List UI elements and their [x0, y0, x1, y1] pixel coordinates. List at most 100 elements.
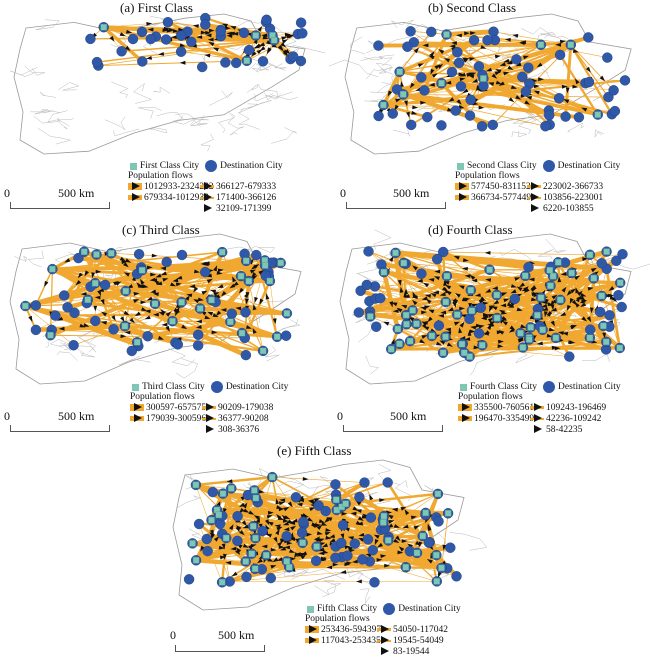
flow-class-entry: 300597-657575 [130, 403, 206, 414]
flow-class-entry: 223002-366733 [527, 182, 603, 193]
flow-arrow-icon [455, 193, 469, 202]
origin-city-label: Fifth Class City [317, 604, 377, 614]
flow-range-label: 223002-366733 [543, 182, 603, 192]
panel-second-class: (b) Second Class Second Class City Destin… [325, 0, 650, 220]
scale-km: 500 km [393, 186, 429, 201]
origin-city-swatch [460, 384, 467, 391]
origin-city-swatch [132, 384, 139, 391]
flow-range-label: 6220-103855 [543, 204, 594, 214]
flow-arrow-icon [455, 182, 469, 191]
flow-range-label: 103856-223001 [543, 193, 603, 203]
flow-arrow-icon [458, 414, 472, 423]
panel-title: (b) Second Class [428, 0, 516, 16]
legend: Fifth Class City Destination City Populat… [305, 603, 495, 657]
destination-city-label: Destination City [226, 382, 289, 392]
scale-bar [343, 425, 443, 432]
flow-class-entry: 196470-335499 [458, 414, 534, 425]
scale-km: 500 km [390, 409, 426, 424]
flow-range-label: 366734-577449 [471, 193, 531, 203]
flow-range-label: 36377-90208 [218, 414, 269, 424]
panel-title: (e) Fifth Class [277, 443, 351, 459]
flow-arrow-icon [530, 403, 544, 412]
legend: Second Class City Destination City Popula… [455, 160, 650, 220]
origin-city-label: Second Class City [467, 161, 537, 171]
origin-city-label: Fourth Class City [470, 382, 537, 392]
scale-bar [175, 645, 265, 652]
flow-arrow-icon [128, 193, 142, 202]
population-flows-title: Population flows [455, 171, 520, 182]
flow-class-entry: 83-19544 [377, 647, 429, 658]
flow-range-label: 196470-335499 [474, 414, 534, 424]
flow-arrow-icon [200, 182, 214, 191]
origin-city-swatch [307, 606, 314, 613]
flow-arrow-icon [377, 636, 391, 645]
destination-city-swatch [211, 381, 223, 393]
flow-class-entry: 32109-171399 [200, 204, 271, 215]
flow-range-label: 109243-196469 [546, 403, 606, 413]
destination-city-label: Destination City [398, 604, 461, 614]
origin-city-label: Third Class City [142, 382, 205, 392]
flow-arrow-icon [200, 193, 214, 202]
flow-arrow-icon [200, 204, 214, 213]
flow-class-entry: 103856-223001 [527, 193, 603, 204]
scale-zero: 0 [337, 409, 343, 424]
scale-zero: 0 [340, 186, 346, 201]
destination-city-swatch [383, 603, 395, 615]
destination-city-label: Destination City [220, 161, 283, 171]
flow-arrow-icon [128, 182, 142, 191]
flow-arrow-icon [458, 403, 472, 412]
flow-arrow-icon [202, 414, 216, 423]
flow-arrow-icon [305, 625, 319, 634]
destination-city-swatch [205, 160, 217, 172]
panel-title: (c) Third Class [122, 222, 200, 238]
population-flows-title: Population flows [305, 614, 370, 625]
scale-km: 500 km [58, 409, 94, 424]
flow-arrow-icon [130, 414, 144, 423]
flow-arrow-icon [530, 414, 544, 423]
flow-range-label: 179039-300596 [146, 414, 206, 424]
scale-bar [10, 425, 110, 432]
flow-range-label: 300597-657575 [146, 403, 206, 413]
flow-class-entry: 6220-103855 [527, 204, 594, 215]
flow-range-label: 58-42235 [546, 425, 582, 435]
flow-range-label: 308-36376 [218, 425, 259, 435]
flow-class-entry: 36377-90208 [202, 414, 269, 425]
flow-class-entry: 335500-760561 [458, 403, 534, 414]
flow-arrow-icon [377, 625, 391, 634]
scale-zero: 0 [4, 409, 10, 424]
flow-range-label: 83-19544 [393, 647, 429, 657]
flow-range-label: 54050-117042 [393, 625, 448, 635]
panel-title: (d) Fourth Class [428, 222, 513, 238]
scale-km: 500 km [218, 628, 254, 643]
scale-bar [346, 202, 446, 209]
flow-range-label: 90209-179038 [218, 403, 273, 413]
flow-range-label: 335500-760561 [474, 403, 534, 413]
destination-city-swatch [543, 160, 555, 172]
flow-class-entry: 117043-253435 [305, 636, 381, 647]
flow-class-entry: 19545-54049 [377, 636, 444, 647]
destination-city-label: Destination City [558, 161, 621, 171]
scale-zero: 0 [4, 186, 10, 201]
legend: Third Class City Destination City Populat… [130, 381, 325, 441]
flow-arrow-icon [527, 204, 541, 213]
population-flows-title: Population flows [128, 171, 193, 182]
flow-range-label: 171400-366126 [216, 193, 276, 203]
scale-km: 500 km [58, 186, 94, 201]
flow-class-entry: 171400-366126 [200, 193, 276, 204]
flow-class-entry: 90209-179038 [202, 403, 273, 414]
population-flows-title: Population flows [458, 392, 523, 403]
flow-range-label: 577450-831152 [471, 182, 531, 192]
panel-third-class: (c) Third Class Third Class City Destinat… [0, 220, 325, 440]
flow-class-entry: 42236-109242 [530, 414, 601, 425]
flow-range-label: 42236-109242 [546, 414, 601, 424]
panel-title: (a) First Class [120, 0, 193, 16]
flow-range-label: 19545-54049 [393, 636, 444, 646]
flow-range-label: 32109-171399 [216, 204, 271, 214]
population-flows-title: Population flows [130, 392, 195, 403]
flow-class-entry: 577450-831152 [455, 182, 531, 193]
scale-zero: 0 [170, 628, 176, 643]
flow-class-entry: 54050-117042 [377, 625, 448, 636]
